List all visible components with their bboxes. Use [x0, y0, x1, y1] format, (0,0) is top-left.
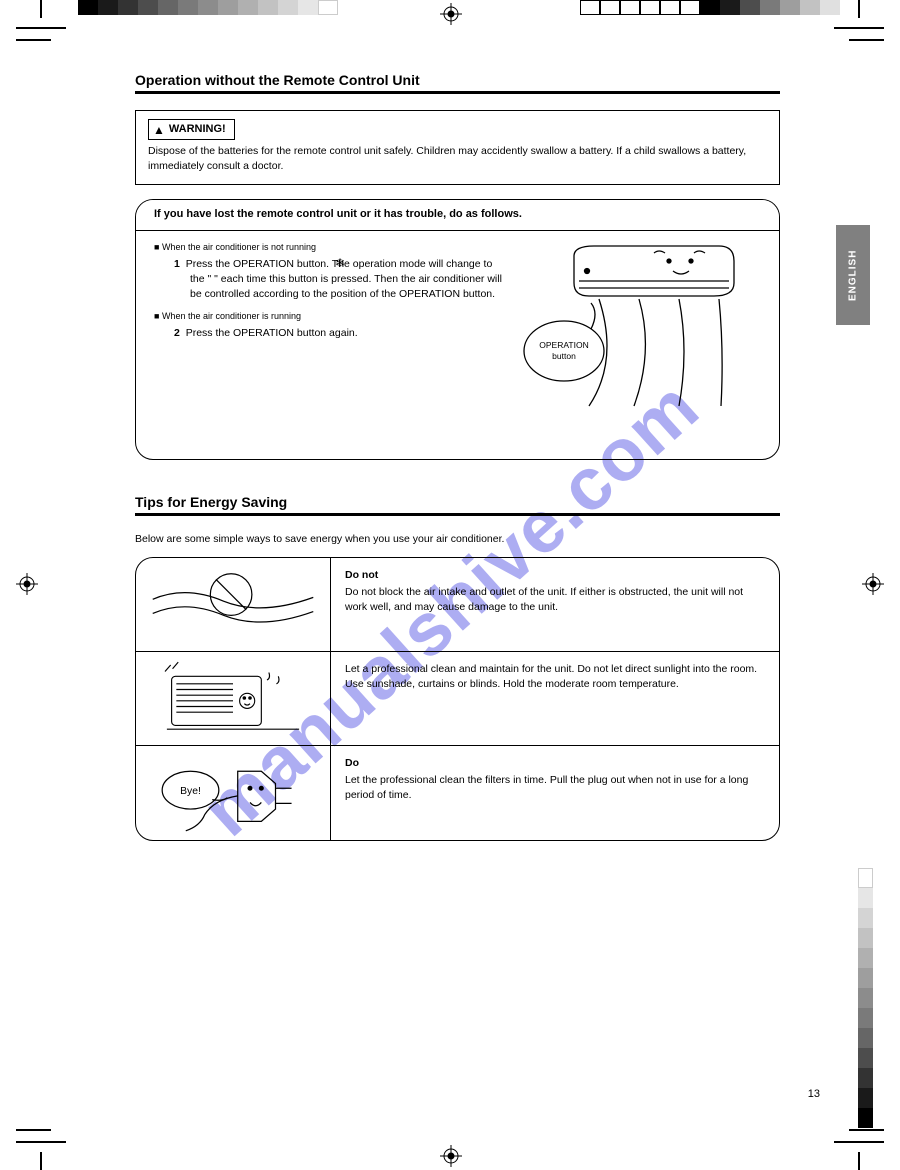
row1-illustration: [136, 558, 331, 651]
row3-illustration: Bye!: [136, 746, 331, 840]
crop-mark-icon: [16, 0, 66, 42]
speech-bubble-line1: OPERATION: [539, 340, 588, 350]
language-tab: ENGLISH: [836, 225, 870, 325]
snowflake-icon: ❄: [335, 255, 345, 272]
page-content: Operation without the Remote Control Uni…: [135, 72, 780, 841]
row2-illustration: [136, 652, 331, 745]
table-row: Do not Do not block the air intake and o…: [136, 558, 779, 652]
registration-mark-icon: [440, 1145, 462, 1167]
not-running-label: ■ When the air conditioner is not runnin…: [154, 241, 509, 254]
crop-mark-icon: [834, 0, 884, 42]
warning-label-text: WARNING!: [169, 122, 226, 137]
color-bar-top-right: [580, 0, 840, 15]
warning-box: ▲ WARNING! Dispose of the batteries for …: [135, 110, 780, 185]
speech-bubble-line2: button: [552, 351, 576, 361]
instruction-head: If you have lost the remote control unit…: [136, 200, 779, 231]
section2-title: Tips for Energy Saving: [135, 494, 780, 510]
color-bar-top-left: [78, 0, 338, 15]
warning-text: Dispose of the batteries for the remote …: [148, 144, 767, 173]
row1-title: Do not: [345, 568, 765, 583]
divider: [135, 91, 780, 94]
tips-table: Do not Do not block the air intake and o…: [135, 557, 780, 841]
row2-body: Let a professional clean and maintain fo…: [345, 662, 765, 692]
table-row: Let a professional clean and maintain fo…: [136, 652, 779, 746]
divider: [135, 513, 780, 516]
instruction-box: If you have lost the remote control unit…: [135, 199, 780, 460]
page-number: 13: [808, 1088, 820, 1100]
warning-triangle-icon: ▲: [153, 124, 165, 136]
row3-body: Let the professional clean the filters i…: [345, 773, 765, 803]
section2-intro: Below are some simple ways to save energ…: [135, 532, 780, 547]
crop-mark-icon: [834, 1128, 884, 1170]
registration-mark-icon: [16, 573, 38, 595]
warning-label: ▲ WARNING!: [148, 119, 235, 140]
table-row: Bye! Do Let the professional clean the f…: [136, 746, 779, 840]
ac-unit-illustration: OPERATION button: [519, 241, 761, 411]
row3-title: Do: [345, 756, 765, 771]
section1-title: Operation without the Remote Control Uni…: [135, 72, 780, 88]
registration-mark-icon: [862, 573, 884, 595]
crop-mark-icon: [16, 1128, 66, 1170]
registration-mark-icon: [440, 3, 462, 25]
color-bar-bottom-right: [858, 868, 873, 1128]
step-2: 2 Press the OPERATION button again.: [174, 326, 509, 341]
bye-speech-text: Bye!: [180, 786, 201, 797]
running-label: ■ When the air conditioner is running: [154, 310, 509, 323]
row1-body: Do not block the air intake and outlet o…: [345, 585, 765, 615]
